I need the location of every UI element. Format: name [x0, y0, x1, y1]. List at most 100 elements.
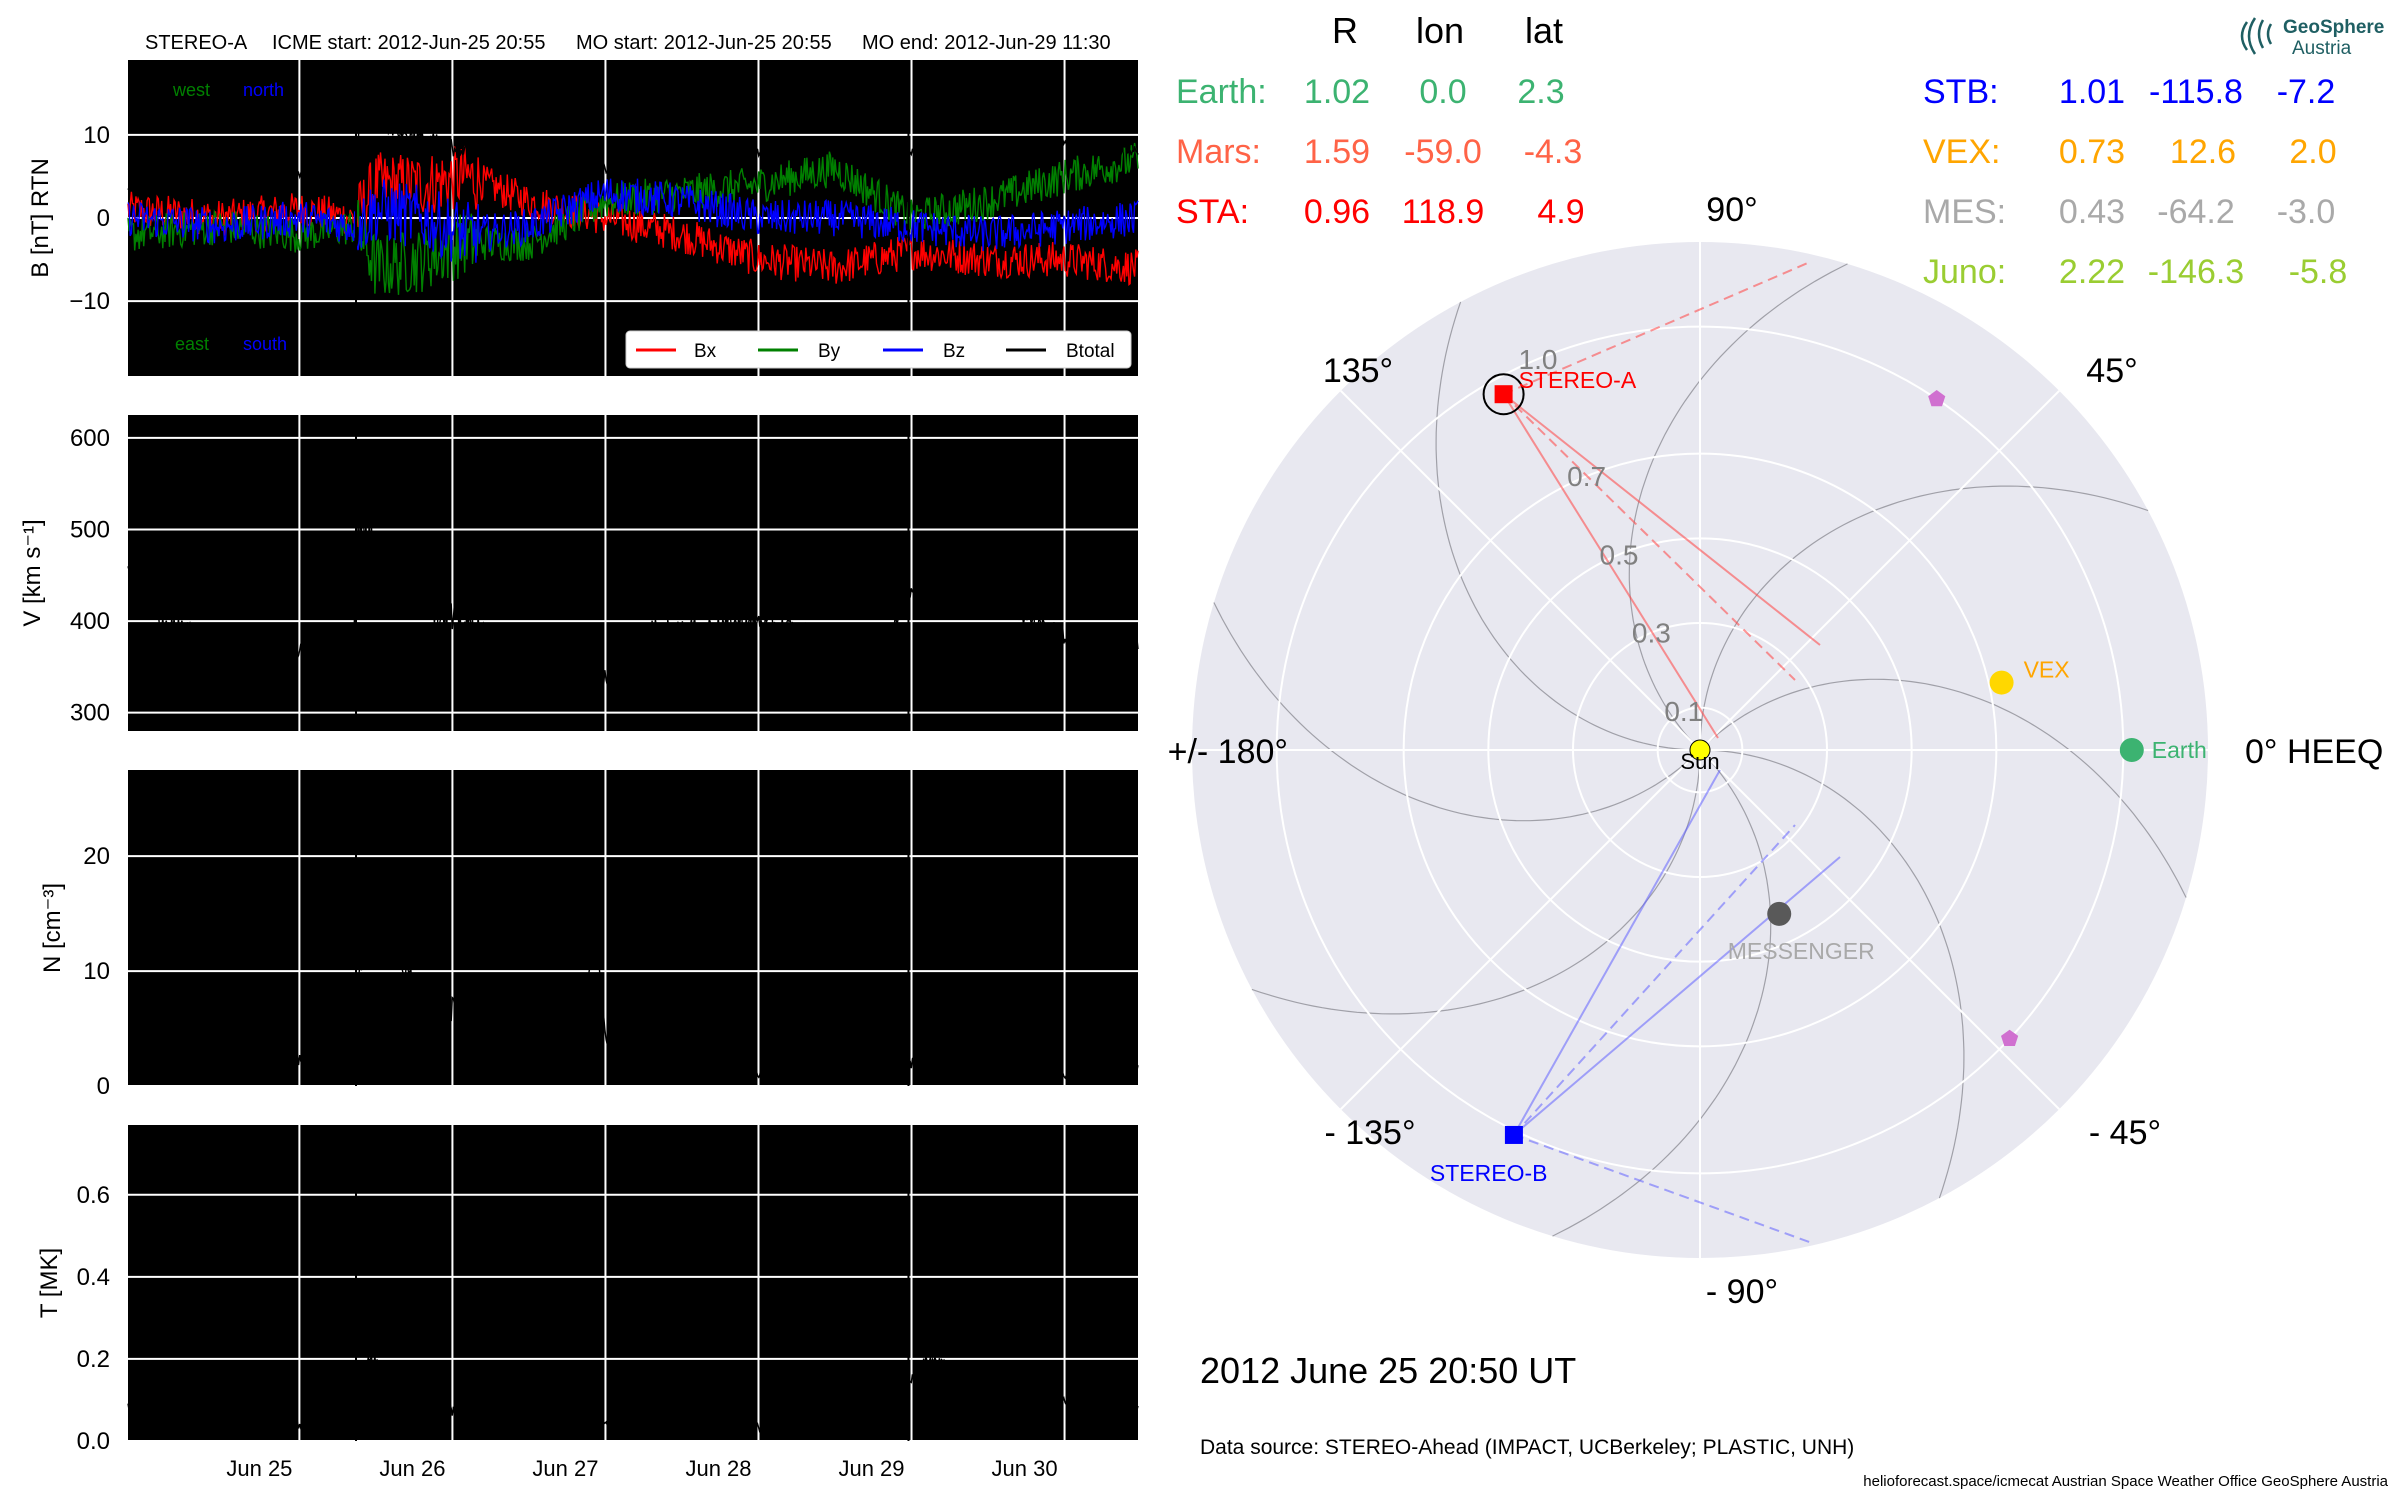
- y-tick-label: 10: [83, 122, 110, 149]
- panel-density: 20 10 0 N [cm⁻³]: [39, 770, 1139, 1100]
- y-tick-label: 0: [97, 1073, 110, 1100]
- panel-lines: [127, 1125, 1139, 1441]
- row-lat: -5.8: [2289, 253, 2348, 291]
- series-line-btotal: [127, 106, 1139, 192]
- x-tick-label: Jun 27: [532, 1456, 598, 1481]
- y-tick-label: 400: [70, 608, 110, 635]
- panel-grid: [128, 415, 1138, 731]
- row-name: Juno:: [1923, 253, 2006, 291]
- vex-label: VEX: [2024, 657, 2070, 683]
- y-tick-labels: 10 0 −10: [69, 122, 110, 315]
- series-line-bz: [127, 178, 1139, 263]
- x-tick-label: Jun 25: [226, 1456, 292, 1481]
- series-line-n: [127, 908, 1139, 1083]
- messenger-label: MESSENGER: [1728, 938, 1875, 964]
- position-table: R lon lat Earth: 1.02 0.0 2.3 Mars: 1.59…: [1176, 10, 2347, 291]
- grid-spoke: [1340, 749, 1701, 1110]
- annotation-west: west: [172, 80, 210, 100]
- row-lat: -4.3: [1524, 133, 1583, 171]
- logo-line2: Austria: [2292, 38, 2352, 59]
- row-mars: Mars: 1.59 -59.0 -4.3: [1176, 133, 1582, 171]
- row-name: VEX:: [1923, 133, 2000, 171]
- grid-spoke: [1340, 390, 1701, 751]
- y-tick-labels: 0.6 0.4 0.2 0.0: [77, 1182, 110, 1455]
- header-lon: lon: [1416, 10, 1464, 51]
- y-tick-label: 600: [70, 425, 110, 452]
- series-line-by: [127, 142, 1139, 295]
- fov-line-sta: [1503, 261, 1811, 396]
- polar-position-plot: 0.1 0.3 0.5 0.7 1.0 Sun Earth VEX MESSENGER STER…: [1168, 191, 2384, 1311]
- x-tick-label: Jun 30: [992, 1456, 1058, 1481]
- row-r: 1.01: [2059, 73, 2125, 111]
- row-mes: MES: 0.43 -64.2 -3.0: [1923, 193, 2335, 231]
- annotation-north: north: [243, 80, 284, 100]
- header-mo-end: MO end: 2012-Jun-29 11:30: [862, 32, 1111, 54]
- logo-mark-icon: [2240, 17, 2273, 55]
- row-lon: 118.9: [1402, 193, 1485, 231]
- fov-line-stb: [1513, 1134, 1813, 1244]
- row-lon: -115.8: [2149, 73, 2243, 111]
- panel-background: [128, 1125, 1138, 1441]
- y-tick-label: 0.6: [77, 1182, 110, 1209]
- row-r: 1.59: [1304, 133, 1370, 171]
- ring-label: 0.5: [1600, 539, 1639, 570]
- angle-label: - 90°: [1706, 1273, 1778, 1311]
- row-lat: 4.9: [1537, 193, 1584, 231]
- earth-label: Earth: [2152, 737, 2207, 763]
- header-mo-start: MO start: 2012-Jun-25 20:55: [576, 32, 832, 54]
- sta-ring: [1482, 373, 1525, 416]
- panel-grid: [128, 1125, 1138, 1442]
- row-stb: STB: 1.01 -115.8 -7.2: [1923, 73, 2335, 111]
- y-tick-label: 0.2: [77, 1346, 110, 1373]
- y-tick-label: 0.4: [77, 1264, 110, 1291]
- row-r: 2.22: [2059, 253, 2125, 291]
- fov-lines: [1502, 261, 1841, 1244]
- sun-marker: [1689, 739, 1711, 761]
- angle-labels: 90° 45° 0° HEEQ - 45° - 90° - 135° +/- 180° 135…: [1168, 191, 2384, 1311]
- y-tick-label: 0: [97, 205, 110, 232]
- series-line-t: [127, 1354, 1139, 1435]
- logo-line1: GeoSphere: [2283, 17, 2384, 38]
- x-tick-labels: Jun 25 Jun 26 Jun 27 Jun 28 Jun 29 Jun 30: [226, 1456, 1057, 1481]
- ring-label: 0.3: [1632, 618, 1671, 649]
- annotation-east: east: [175, 334, 209, 354]
- fov-line-stb: [1513, 856, 1841, 1136]
- angle-label: 0° HEEQ: [2245, 733, 2383, 771]
- fov-line-stb: [1513, 824, 1796, 1136]
- y-tick-label: 20: [83, 843, 110, 870]
- y-axis-label: N [cm⁻³]: [39, 883, 66, 973]
- panel-lines: [127, 60, 1139, 376]
- row-lon: -146.3: [2148, 253, 2244, 291]
- panel-temperature: 0.6 0.4 0.2 0.0 T [MK]: [36, 1125, 1139, 1455]
- row-r: 0.96: [1304, 193, 1370, 231]
- series-line-bx: [127, 145, 1139, 287]
- sta-marker: [1494, 385, 1513, 404]
- x-tick-label: Jun 28: [685, 1456, 751, 1481]
- legend-label-bz: Bz: [943, 341, 965, 362]
- angle-label: - 45°: [2089, 1114, 2161, 1152]
- series-line-v: [127, 515, 1139, 693]
- vex-marker: [1989, 670, 2014, 695]
- row-earth: Earth: 1.02 0.0 2.3: [1176, 73, 1565, 111]
- y-tick-label: 300: [70, 700, 110, 727]
- header-r: R: [1332, 10, 1358, 51]
- row-r: 1.02: [1304, 73, 1370, 111]
- legend-label-by: By: [818, 341, 841, 362]
- ring-label: 0.1: [1664, 696, 1703, 727]
- ring-label: 1.0: [1519, 344, 1558, 375]
- polar-grid: [1192, 242, 2208, 1258]
- header-spacecraft: STEREO-A: [145, 32, 248, 54]
- panel-velocity: 600 500 400 300 V [km s⁻¹]: [19, 415, 1139, 731]
- legend-label-btotal: Btotal: [1066, 341, 1115, 362]
- x-tick-label: Jun 26: [379, 1456, 445, 1481]
- row-lon: 12.6: [2170, 133, 2236, 171]
- body-markers: Sun Earth VEX MESSENGER STEREO-A STEREO-B: [1430, 367, 2207, 1186]
- row-vex: VEX: 0.73 12.6 2.0: [1923, 133, 2337, 171]
- annotation-south: south: [243, 334, 287, 354]
- header-lat: lat: [1525, 10, 1563, 51]
- fov-line-stb: [1513, 769, 1721, 1136]
- geosphere-logo: GeoSphere Austria: [2240, 17, 2384, 59]
- y-axis-label: T [MK]: [36, 1248, 63, 1318]
- y-axis-label: V [km s⁻¹]: [19, 519, 46, 626]
- row-r: 0.73: [2059, 133, 2125, 171]
